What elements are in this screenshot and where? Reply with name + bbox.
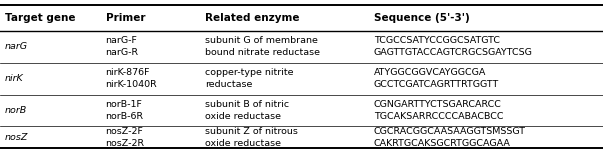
Text: subunit B of nitric
oxide reductase: subunit B of nitric oxide reductase <box>205 100 289 121</box>
Text: norB: norB <box>5 106 27 115</box>
Text: narG: narG <box>5 42 28 51</box>
Text: nosZ: nosZ <box>5 133 28 142</box>
Text: CGNGARTTYCTSGARCARCC
TGCAKSARRCCCCABACBCC: CGNGARTTYCTSGARCARCC TGCAKSARRCCCCABACBC… <box>374 100 504 121</box>
Text: norB-1F
norB-6R: norB-1F norB-6R <box>106 100 144 121</box>
Text: nirK-876F
nirK-1040R: nirK-876F nirK-1040R <box>106 68 157 89</box>
Text: nirK: nirK <box>5 74 24 83</box>
Text: subunit Z of nitrous
oxide reductase: subunit Z of nitrous oxide reductase <box>205 127 298 148</box>
Text: TCGCCSATYCCGGCSATGTC
GAGTTGTACCAGTCRGCSGAYTCSG: TCGCCSATYCCGGCSATGTC GAGTTGTACCAGTCRGCSG… <box>374 36 532 57</box>
Text: copper-type nitrite
reductase: copper-type nitrite reductase <box>205 68 294 89</box>
Text: nosZ-2F
nosZ-2R: nosZ-2F nosZ-2R <box>106 127 145 148</box>
Text: Target gene: Target gene <box>5 13 75 23</box>
Text: Primer: Primer <box>106 13 145 23</box>
Text: ATYGGCGGVCAYGGCGA
GCCTCGATCAGRTTRTGGTT: ATYGGCGGVCAYGGCGA GCCTCGATCAGRTTRTGGTT <box>374 68 499 89</box>
Text: narG-F
narG-R: narG-F narG-R <box>106 36 139 57</box>
Text: Related enzyme: Related enzyme <box>205 13 300 23</box>
Text: Sequence (5'-3'): Sequence (5'-3') <box>374 13 470 23</box>
Text: subunit G of membrane
bound nitrate reductase: subunit G of membrane bound nitrate redu… <box>205 36 320 57</box>
Text: CGCRACGGCAASAAGGTSMSSGT
CAKRTGCAKSGCRTGGCAGAA: CGCRACGGCAASAAGGTSMSSGT CAKRTGCAKSGCRTGG… <box>374 127 526 148</box>
